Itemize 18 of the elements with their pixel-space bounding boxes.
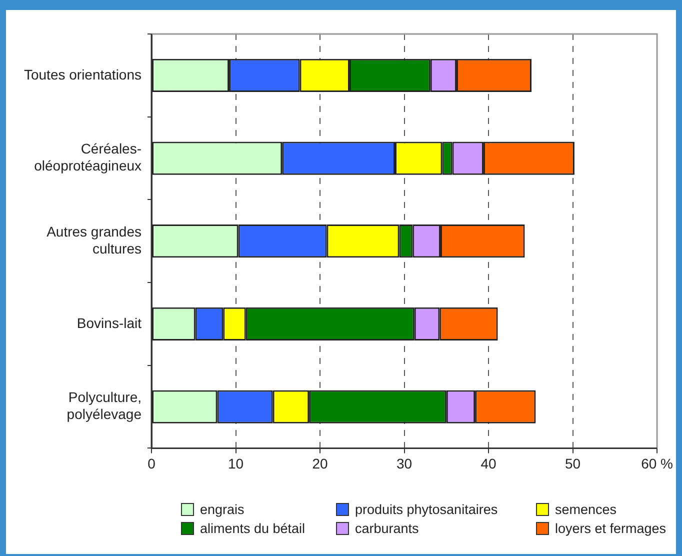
x-tick-label: 10: [228, 455, 244, 472]
legend-label: semences: [555, 502, 617, 517]
x-tick-label: 20: [312, 455, 328, 472]
x-tick-label: 60 %: [641, 455, 674, 472]
legend-label: engrais: [200, 502, 244, 517]
x-tick-label: 50: [565, 455, 581, 472]
x-tick-label: 0: [148, 455, 156, 472]
legend-label: aliments du bétail: [200, 521, 306, 536]
y-tick-label: Toutes orientations: [24, 66, 142, 82]
y-tick-label: Céréales- oléoprotéagineux: [34, 140, 142, 174]
x-tick-label: 30: [396, 455, 412, 472]
y-tick-label: Bovins-lait: [76, 314, 142, 331]
y-tick-label: Autres grandes cultures: [46, 224, 142, 256]
y-tick-label: Polyculture, polyélevage: [66, 389, 142, 422]
legend-label: produits phytosanitaires: [355, 502, 498, 517]
legend-label: carburants: [355, 521, 419, 536]
x-tick-label: 40: [480, 455, 497, 472]
legend-label: loyers et fermages: [555, 521, 666, 536]
